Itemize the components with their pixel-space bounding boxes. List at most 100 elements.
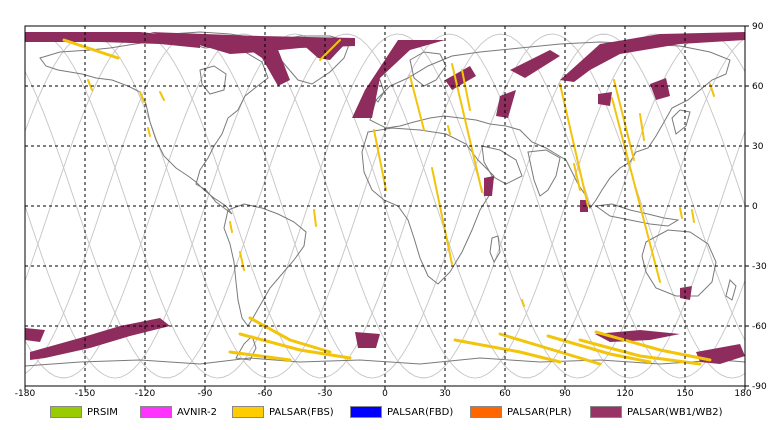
coast-new-zealand [725,279,737,301]
wb-swath [30,318,170,360]
lon-tick-label: -180 [15,389,36,399]
wb-swath [25,328,45,342]
legend-label: PALSAR(PLR) [507,406,572,418]
fbs-swath [239,251,245,271]
lon-tick-label: 150 [676,389,693,399]
fbs-swath [461,69,471,111]
sensor-legend: PRSIM AVNIR-2 PALSAR(FBS) PALSAR(FBD) PA… [0,400,770,424]
fbs-swath [373,129,387,191]
fbs-swath [159,91,165,101]
lat-tick-label: -30 [752,262,767,272]
fbs-swath [679,207,683,219]
fbs-swath [573,163,581,191]
coast-africa [361,127,495,285]
longitude-axis: -180 -150 -120 -90 -60 -30 0 30 60 90 12… [15,389,752,399]
coast-indonesia [594,203,680,227]
wb-swath [235,40,290,86]
fbs-swath [62,38,120,60]
coast-north-america [39,39,269,215]
coast-scandinavia [409,51,447,87]
fbs-swath [409,75,425,131]
wb-swath [355,332,380,348]
wb-swath [25,32,200,48]
legend-item-avnir2: AVNIR-2 [140,405,217,419]
fbs-swath [578,338,702,366]
coast-arabia [481,145,523,185]
legend-swatch [350,406,382,418]
fbs-swath [498,332,602,366]
fbs-swath [594,330,712,362]
fbs-swath [451,63,483,193]
fbs-swath [431,167,453,265]
graticule [25,26,745,386]
fbs-swath [238,332,352,360]
fbs-swath [139,91,145,103]
fbs-swath [229,221,233,233]
wb-swath [510,50,560,78]
fbs-swath [691,209,695,223]
coast-south-america [223,203,307,327]
wb-swath [484,176,494,196]
legend-swatch [590,406,622,418]
coast-india [527,149,561,197]
legend-swatch [50,406,82,418]
wb-swath [650,78,670,100]
lon-tick-label: 60 [499,389,511,399]
lat-tick-label: 90 [752,22,764,32]
wb-swath [598,92,612,106]
fbs-swath [521,299,525,307]
coverage-map: -180 -150 -120 -90 -60 -30 0 30 60 90 12… [15,22,767,399]
wb-swath [680,286,692,300]
legend-label: PRSIM [87,406,118,418]
legend-item-palsar-fbd: PALSAR(FBD) [350,405,453,419]
coast-antarctic-peninsula [235,335,257,361]
legend-label: AVNIR-2 [177,406,217,418]
lat-tick-label: -60 [752,322,767,332]
coast-australia [641,229,717,297]
lon-tick-label: -90 [198,389,213,399]
wb-swath [445,66,476,90]
lon-tick-label: 30 [439,389,451,399]
fbs-swath [228,350,292,362]
fbs-swath [611,97,661,283]
legend-label: PALSAR(FBS) [269,406,334,418]
coast-madagascar [489,235,501,264]
lon-tick-label: -60 [258,389,273,399]
lat-tick-label: 60 [752,82,764,92]
lon-tick-label: 180 [734,389,751,399]
fbs-swath [546,334,652,364]
coast-japan [671,109,691,135]
wb-swath [560,32,745,82]
fbs-swath [313,209,317,227]
legend-item-palsar-wb: PALSAR(WB1/WB2) [590,405,723,419]
lon-tick-label: 90 [559,389,571,399]
orbit-track [24,33,746,379]
legend-swatch [232,406,264,418]
lon-tick-label: 120 [616,389,633,399]
wb-swaths [25,32,745,364]
fbs-swath [87,79,93,91]
legend-label: PALSAR(WB1/WB2) [627,406,723,418]
legend-label: PALSAR(FBD) [387,406,454,418]
lat-tick-label: 30 [752,142,764,152]
coast-eurasia [369,41,731,210]
lon-tick-label: -150 [75,389,96,399]
legend-item-prsim: PRSIM [50,405,118,419]
fbs-swath [248,316,332,354]
lat-tick-label: 0 [752,202,758,212]
lon-tick-label: -30 [318,389,333,399]
coast-hudson-bay [199,65,227,95]
lon-tick-label: -120 [135,389,156,399]
wb-swath [496,90,516,118]
wb-swath [352,40,445,118]
coastlines [24,31,746,387]
fbs-swath [639,113,645,141]
legend-swatch [140,406,172,418]
fbs-swath [453,338,562,364]
fbs-swaths [62,38,715,366]
axis-ticks [24,25,749,390]
lat-tick-label: -90 [752,382,767,392]
fbs-swath [613,79,635,161]
lon-tick-label: 0 [382,389,388,399]
fbs-swath [447,125,451,135]
